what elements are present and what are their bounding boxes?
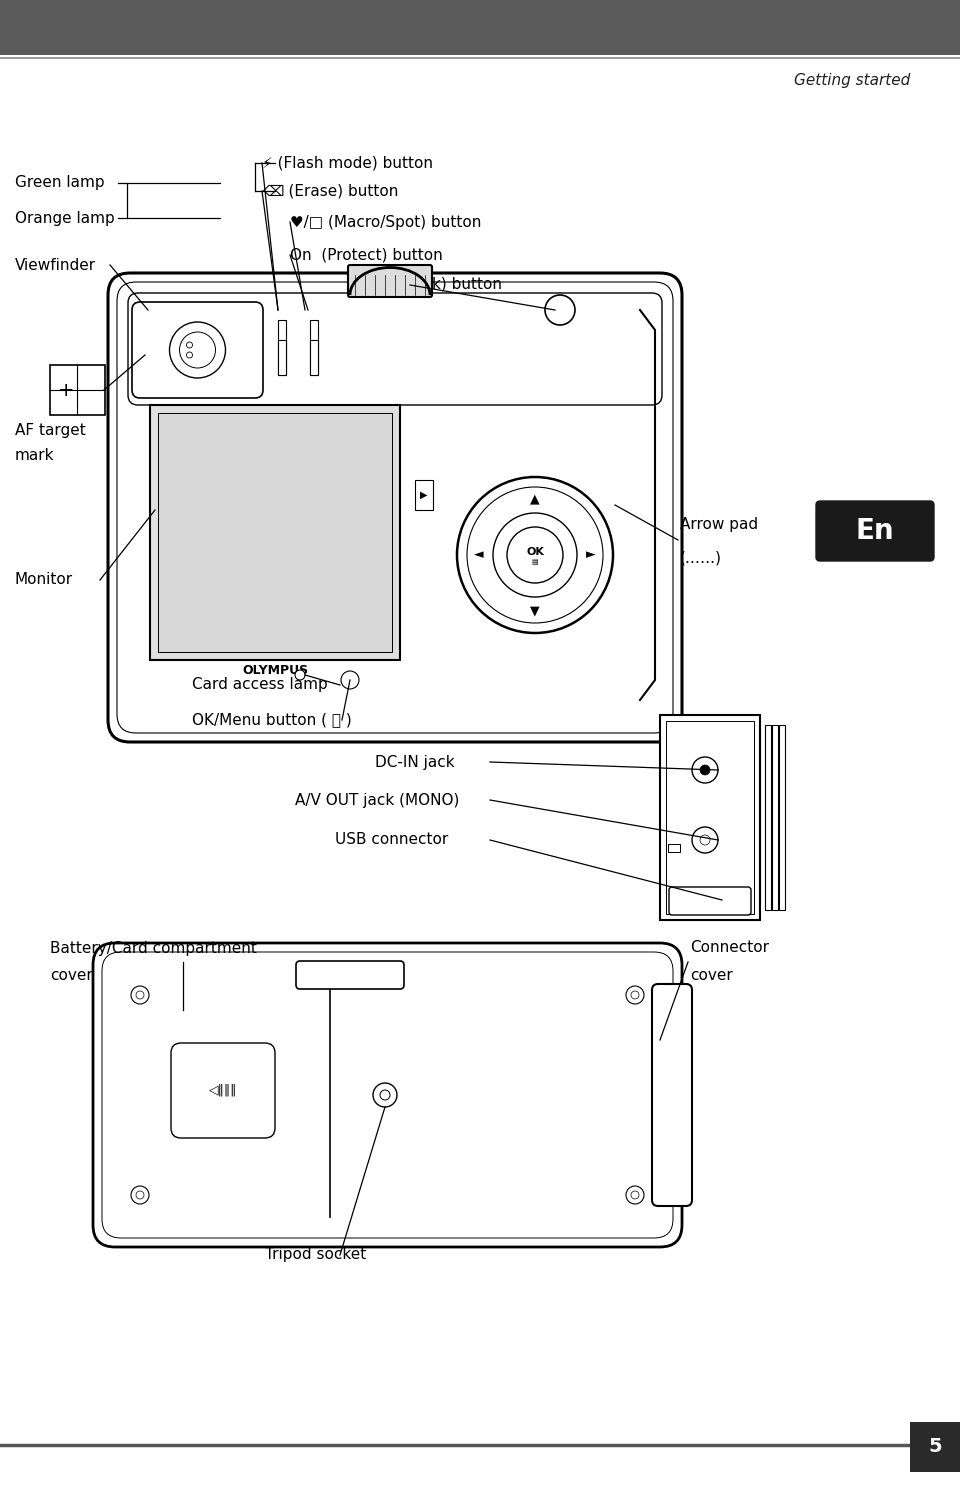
FancyBboxPatch shape [652, 984, 692, 1206]
Text: Arrow pad: Arrow pad [680, 518, 758, 533]
Bar [779, 725, 785, 910]
Text: Viewfinder: Viewfinder [15, 257, 96, 272]
Circle shape [626, 1187, 644, 1205]
Circle shape [186, 342, 193, 348]
Text: On  (Protect) button: On (Protect) button [290, 248, 443, 263]
Text: 5: 5 [928, 1437, 942, 1457]
Circle shape [170, 321, 226, 379]
Text: ♥/□ (Macro/Spot) button: ♥/□ (Macro/Spot) button [290, 215, 481, 230]
Text: Monitor: Monitor [15, 572, 73, 587]
Text: mark: mark [15, 448, 55, 463]
Circle shape [341, 671, 359, 689]
Bar [310, 339, 318, 376]
Bar [666, 721, 754, 915]
Circle shape [373, 1083, 397, 1107]
Circle shape [457, 478, 613, 632]
Text: Battery/Card compartment: Battery/Card compartment [50, 940, 257, 955]
FancyBboxPatch shape [93, 943, 682, 1247]
Text: USB connector: USB connector [335, 832, 448, 847]
Text: OLYMPUS: OLYMPUS [242, 664, 308, 676]
Circle shape [700, 765, 710, 775]
Circle shape [186, 351, 193, 357]
Circle shape [507, 527, 563, 583]
Text: ▤: ▤ [532, 559, 539, 565]
Bar [158, 413, 392, 652]
Text: ⚡ (Flash mode) button: ⚡ (Flash mode) button [262, 156, 433, 171]
Bar [415, 481, 433, 511]
Text: AF target: AF target [15, 422, 85, 437]
FancyBboxPatch shape [348, 264, 432, 297]
Text: ▼: ▼ [530, 604, 540, 617]
FancyBboxPatch shape [102, 952, 673, 1238]
Bar [150, 406, 400, 659]
Text: DC-IN jack: DC-IN jack [375, 754, 455, 769]
Text: OK/Menu button ( Ⓞ ): OK/Menu button ( Ⓞ ) [192, 712, 351, 727]
Text: ◁‖‖‖: ◁‖‖‖ [209, 1083, 237, 1096]
Text: OK: OK [526, 547, 544, 557]
Text: Connector: Connector [690, 940, 769, 955]
Text: ▶: ▶ [420, 490, 428, 500]
Bar [910, 1422, 960, 1472]
Text: ⌫ (Erase) button: ⌫ (Erase) button [262, 183, 398, 198]
Circle shape [136, 991, 144, 999]
Text: Orange lamp: Orange lamp [15, 210, 115, 225]
Circle shape [545, 294, 575, 324]
FancyBboxPatch shape [108, 273, 682, 742]
Text: cover: cover [50, 967, 93, 982]
Circle shape [131, 1187, 149, 1205]
Bar [278, 320, 286, 376]
FancyBboxPatch shape [128, 293, 662, 406]
Circle shape [295, 670, 305, 680]
Circle shape [626, 985, 644, 1003]
Circle shape [467, 487, 603, 623]
Circle shape [631, 1191, 639, 1199]
Bar [278, 339, 286, 376]
Circle shape [692, 757, 718, 783]
FancyBboxPatch shape [171, 1042, 275, 1139]
Circle shape [180, 332, 215, 368]
FancyBboxPatch shape [132, 302, 263, 398]
Text: +: + [58, 380, 74, 400]
Bar [0, 0, 960, 56]
Circle shape [131, 985, 149, 1003]
Text: Getting started: Getting started [794, 72, 910, 87]
Circle shape [700, 835, 710, 846]
Text: Green lamp: Green lamp [15, 176, 105, 191]
Text: ▶ (Playback) button: ▶ (Playback) button [350, 278, 502, 293]
Text: ►: ► [587, 548, 596, 562]
FancyBboxPatch shape [816, 502, 934, 562]
FancyBboxPatch shape [117, 282, 673, 733]
Circle shape [692, 828, 718, 853]
FancyBboxPatch shape [296, 961, 404, 988]
Text: Tripod socket: Tripod socket [265, 1248, 367, 1263]
Text: Card access lamp: Card access lamp [192, 677, 327, 692]
Circle shape [136, 1191, 144, 1199]
Bar [660, 715, 760, 921]
Text: ◄: ◄ [474, 548, 484, 562]
Circle shape [380, 1090, 390, 1099]
FancyBboxPatch shape [669, 888, 751, 915]
Bar [310, 320, 318, 376]
Text: A/V OUT jack (MONO): A/V OUT jack (MONO) [295, 793, 460, 808]
Text: cover: cover [690, 967, 732, 982]
Bar [50, 365, 105, 415]
Bar [772, 725, 778, 910]
Text: En: En [855, 517, 895, 545]
Text: ▲: ▲ [530, 493, 540, 506]
Circle shape [631, 991, 639, 999]
Bar [668, 844, 680, 852]
Bar [765, 725, 771, 910]
Text: (……): (……) [680, 551, 722, 565]
Circle shape [493, 514, 577, 596]
